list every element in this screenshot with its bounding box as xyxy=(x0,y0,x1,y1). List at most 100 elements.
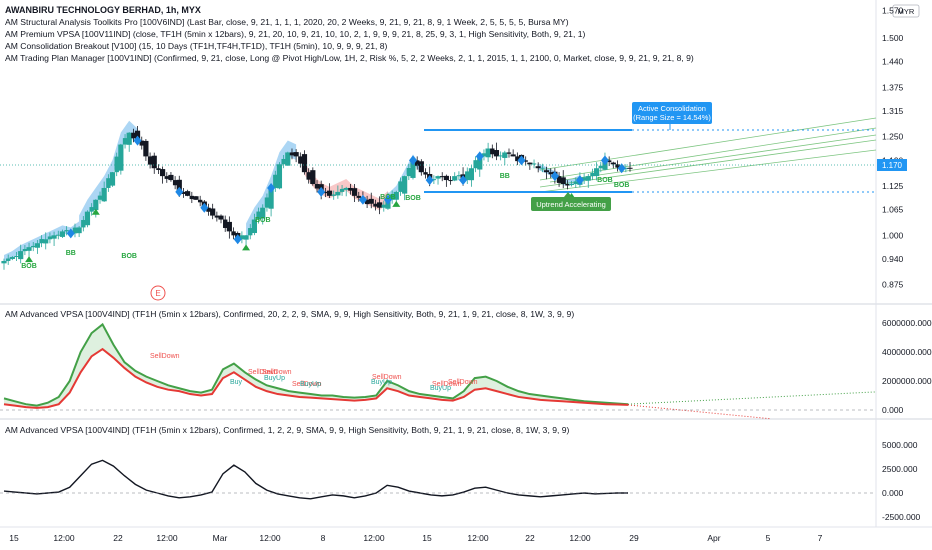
pane2-tick-label: 6000000.000 xyxy=(882,318,932,328)
candle-body xyxy=(431,179,437,181)
candle-body xyxy=(268,187,274,209)
price-tick-label: 1.125 xyxy=(882,181,904,191)
pane2-legend[interactable]: AM Advanced VPSA [100V4IND] (TF1H (5min … xyxy=(5,309,574,319)
time-tick-label: 12:00 xyxy=(53,533,75,543)
candle-body xyxy=(14,255,19,258)
vpsa-signal-label: SellDown xyxy=(248,369,278,376)
candle-body xyxy=(515,156,520,162)
time-tick-label: 12:00 xyxy=(363,533,385,543)
vpsa-signal-label: Buy xyxy=(230,379,243,386)
pane2-axis[interactable]: 6000000.000 4000000.000 2000000.000 0.000 xyxy=(0,318,932,415)
diamond-signal-icon xyxy=(267,182,276,193)
channel-line xyxy=(539,149,877,193)
candle-body xyxy=(606,160,612,163)
vpsa-signal-label: BuyUp xyxy=(264,375,285,382)
candle-body xyxy=(435,176,441,179)
currency-badge[interactable]: MYR xyxy=(892,4,920,18)
event-marker[interactable]: E xyxy=(150,285,166,301)
vpsa-signal-label: SellDown xyxy=(372,374,402,381)
candle-body xyxy=(89,207,94,212)
diamond-signal-icon xyxy=(200,202,209,213)
last-price-value: 1.170 xyxy=(882,161,903,170)
uptrend-label: Uptrend Accelerating xyxy=(536,200,606,209)
candle-body xyxy=(139,140,144,146)
candle-body xyxy=(414,160,420,166)
event-marker-label: E xyxy=(155,289,160,298)
candle-body xyxy=(406,167,412,177)
candle-body xyxy=(164,176,169,179)
candle-body xyxy=(590,172,595,177)
candle-body xyxy=(323,191,328,194)
candle-body xyxy=(226,221,232,232)
price-tick-label: 0.875 xyxy=(882,280,904,290)
chart-title[interactable]: AWANBIRU TECHNOLOGY BERHAD, 1h, MYX xyxy=(5,5,201,15)
pane3-tick-label: -2500.000 xyxy=(882,512,921,522)
pane2-tick-label: 4000000.000 xyxy=(882,347,932,357)
diamond-signal-icon xyxy=(425,175,434,186)
price-tick-label: 1.250 xyxy=(882,132,904,142)
candle-body xyxy=(452,176,458,181)
signal-label: BOB xyxy=(405,195,421,202)
oscillator-line-path xyxy=(3,459,628,500)
uptrend-accelerating-callout[interactable]: Uptrend Accelerating xyxy=(531,192,611,211)
indicator-legend-3[interactable]: AM Consolidation Breakout [V100] (15, 10… xyxy=(5,41,388,51)
candle-body xyxy=(535,166,541,169)
candle-body xyxy=(351,188,358,196)
indicator-legend-1[interactable]: AM Structural Analysis Toolkits Pro [100… xyxy=(5,17,569,27)
diamond-signal-icon xyxy=(408,155,417,166)
active-consolidation-callout[interactable]: Active Consolidation (Range Size = 14.54… xyxy=(632,102,712,130)
candle-body xyxy=(256,211,261,220)
pane2-tick-label: 2000000.000 xyxy=(882,376,932,386)
candle-body xyxy=(6,258,11,261)
candle-body xyxy=(373,203,378,207)
candle-body xyxy=(314,184,320,189)
price-tick-label: 1.315 xyxy=(882,106,904,116)
diamond-signal-icon xyxy=(233,234,242,245)
candle-body xyxy=(151,155,157,169)
vpsa-signal-label: BuyUp xyxy=(430,385,451,392)
currency-label: MYR xyxy=(898,7,915,16)
diamond-signal-icon xyxy=(66,228,75,239)
candle-body xyxy=(22,249,28,252)
candle-body xyxy=(368,198,374,204)
price-tick-label: 1.065 xyxy=(882,205,904,215)
diamond-signal-icon xyxy=(600,155,609,166)
candle-body xyxy=(573,181,578,185)
candle-body xyxy=(310,170,316,185)
candle-body xyxy=(176,179,182,192)
diamond-signal-icon xyxy=(475,151,484,162)
signal-label: BOB xyxy=(121,253,137,260)
candle-body xyxy=(76,227,82,234)
buy-triangle-icon xyxy=(91,208,100,215)
candle-body xyxy=(326,190,333,196)
diamond-signal-icon xyxy=(575,175,584,186)
time-axis[interactable]: 15 12:00 22 12:00 Mar 12:00 8 12:00 15 12:00 22 12:… xyxy=(9,533,822,543)
vpsa-signal-label: BuyUp xyxy=(300,381,321,388)
candle-body xyxy=(510,154,516,157)
signal-label: BB xyxy=(500,173,510,180)
candle-body xyxy=(43,239,49,244)
pane3-legend[interactable]: AM Advanced VPSA [100V4IND] (TF1H (5min … xyxy=(5,425,570,435)
vpsa-lines xyxy=(3,322,877,420)
time-tick-label: 12:00 xyxy=(156,533,178,543)
candle-body xyxy=(560,177,566,185)
pane3-tick-label: 2500.000 xyxy=(882,464,918,474)
candle-body xyxy=(239,235,245,240)
candle-body xyxy=(131,132,136,139)
indicator-legend-4[interactable]: AM Trading Plan Manager [100V1IND] (Conf… xyxy=(5,53,694,63)
pane3-axis[interactable]: 5000.000 2500.000 0.000 -2500.000 xyxy=(0,440,921,522)
candle-body xyxy=(610,162,616,165)
candle-body xyxy=(440,176,445,178)
candle-body xyxy=(531,163,537,165)
candle-body xyxy=(214,215,220,218)
price-axis[interactable]: 1.5701.5001.4401.3751.3151.2501.1901.125… xyxy=(882,5,904,289)
signal-label: BOB xyxy=(597,177,613,184)
time-tick-label: 5 xyxy=(766,533,771,543)
candle-body xyxy=(18,251,24,260)
indicator-legend-2[interactable]: AM Premium VPSA [100V11IND] (close, TF1H… xyxy=(5,29,586,39)
candle-body xyxy=(9,257,15,259)
candle-body xyxy=(26,247,32,251)
candle-body xyxy=(122,138,128,145)
candle-body xyxy=(465,171,470,181)
